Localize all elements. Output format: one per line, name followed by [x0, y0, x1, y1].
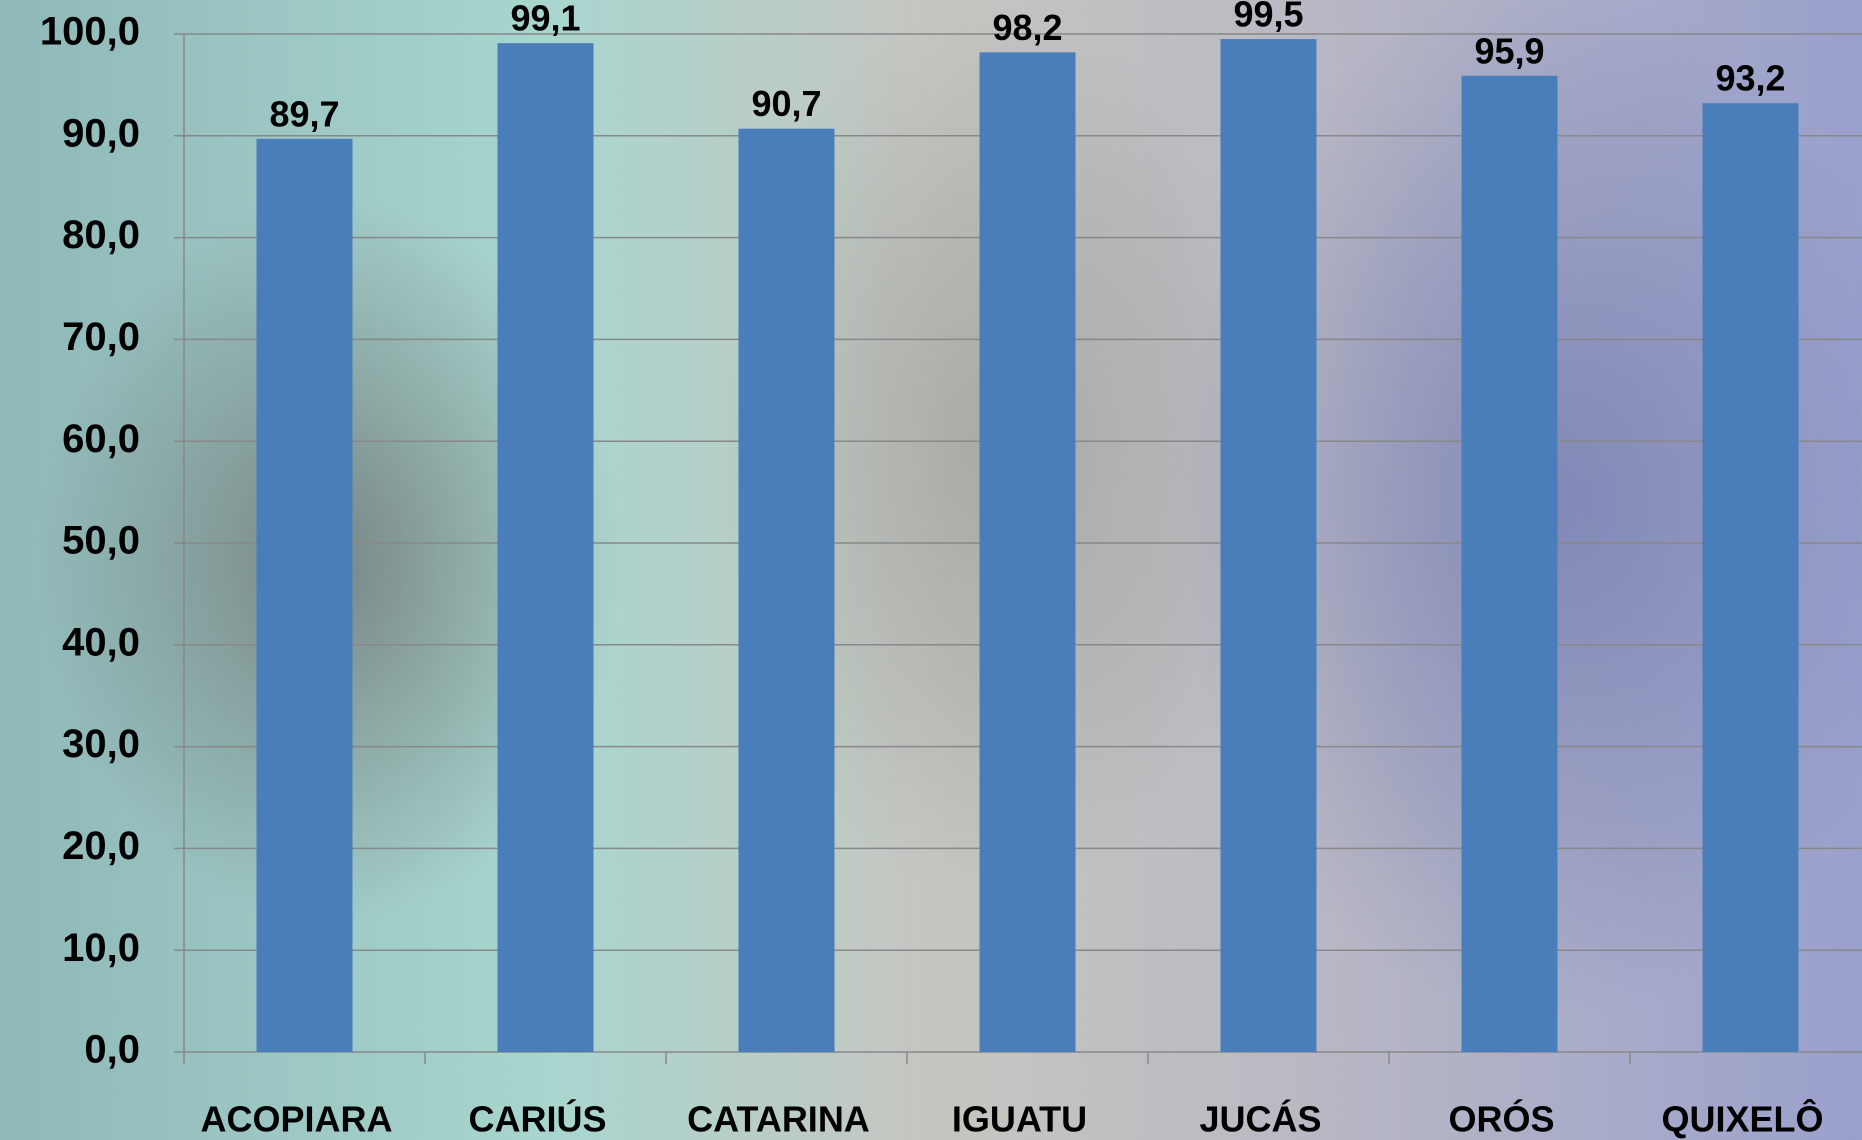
y-tick-label: 60,0 — [62, 417, 140, 461]
y-tick-label: 0,0 — [84, 1028, 140, 1072]
value-label: 93,2 — [1715, 58, 1785, 99]
x-tick-label: JUCÁS — [1199, 1099, 1321, 1140]
bar — [1702, 103, 1799, 1052]
value-label: 95,9 — [1474, 30, 1544, 71]
y-tick-label: 30,0 — [62, 722, 140, 766]
y-tick-label: 100,0 — [40, 10, 140, 54]
bar — [738, 128, 835, 1052]
x-tick-label: QUIXELÔ — [1661, 1098, 1823, 1140]
y-tick-label: 50,0 — [62, 519, 140, 563]
y-tick-label: 70,0 — [62, 315, 140, 359]
value-label: 90,7 — [751, 83, 821, 124]
y-tick-label: 80,0 — [62, 213, 140, 257]
x-tick-label: ORÓS — [1448, 1098, 1554, 1140]
x-tick-label: CATARINA — [687, 1099, 870, 1140]
x-tick-label: CARIÚS — [468, 1098, 606, 1140]
bar — [979, 52, 1076, 1053]
y-tick-label: 90,0 — [62, 111, 140, 155]
bar — [256, 138, 353, 1052]
bar — [1461, 75, 1558, 1053]
value-label: 99,5 — [1233, 0, 1303, 35]
value-label: 89,7 — [269, 93, 339, 134]
value-label: 98,2 — [992, 7, 1062, 48]
y-tick-label: 20,0 — [62, 824, 140, 868]
bar — [497, 43, 594, 1053]
bar — [1220, 39, 1317, 1052]
y-tick-label: 10,0 — [62, 926, 140, 970]
y-tick-label: 40,0 — [62, 620, 140, 664]
x-tick-label: IGUATU — [952, 1099, 1087, 1140]
x-tick-label: ACOPIARA — [200, 1099, 392, 1140]
value-label: 99,1 — [510, 0, 580, 39]
